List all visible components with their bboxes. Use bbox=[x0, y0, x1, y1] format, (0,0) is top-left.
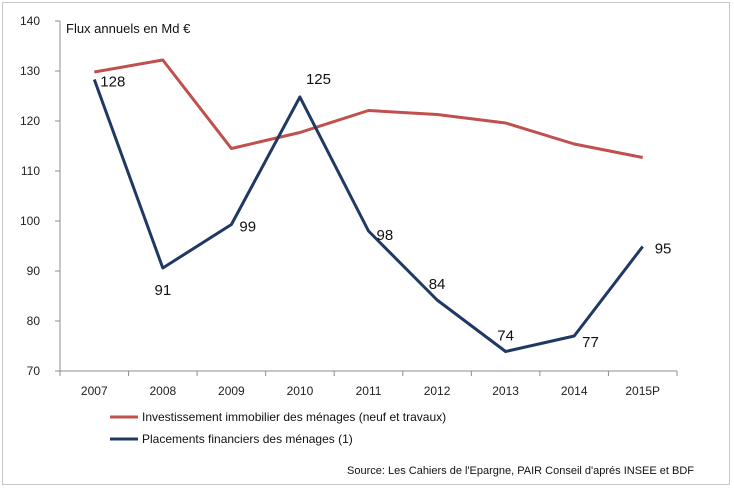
y-tick-label: 110 bbox=[21, 164, 40, 178]
y-tick-label: 130 bbox=[20, 64, 40, 78]
series-line-2 bbox=[92, 78, 644, 353]
chart-title: Flux annuels en Md € bbox=[66, 21, 191, 36]
data-label: 128 bbox=[100, 74, 125, 91]
data-label: 95 bbox=[655, 241, 672, 258]
data-label: 84 bbox=[429, 276, 446, 293]
x-tick-label: 2007 bbox=[81, 384, 108, 398]
series-layer bbox=[92, 58, 644, 353]
y-tick-label: 70 bbox=[27, 364, 41, 378]
legend: Investissement immobilier des ménages (n… bbox=[110, 410, 446, 446]
source-note: Source: Les Cahiers de l'Epargne, PAIR C… bbox=[347, 465, 694, 477]
data-label: 98 bbox=[377, 227, 394, 244]
axes: 70 80 90 100 110 120 130 140 2007 2008 2009 2010 201… bbox=[20, 14, 678, 398]
data-label: 125 bbox=[306, 71, 331, 88]
legend-label-2: Placements financiers des ménages (1) bbox=[142, 432, 353, 446]
chart-frame bbox=[2, 2, 730, 485]
x-tick-label: 2012 bbox=[424, 384, 451, 398]
y-tick-label: 80 bbox=[27, 314, 41, 328]
x-tick-label: 2013 bbox=[492, 384, 519, 398]
data-label: 74 bbox=[497, 328, 514, 345]
x-tick-label: 2010 bbox=[287, 384, 314, 398]
data-labels: 128 91 99 125 98 84 74 77 95 bbox=[100, 71, 671, 351]
x-tick-label: 2011 bbox=[356, 384, 382, 398]
legend-label-1: Investissement immobilier des ménages (n… bbox=[142, 410, 446, 424]
data-label: 91 bbox=[154, 282, 171, 299]
data-label: 99 bbox=[239, 219, 256, 236]
x-tick-label: 2015P bbox=[625, 384, 660, 398]
x-tick-label: 2008 bbox=[149, 384, 176, 398]
x-tick-label: 2014 bbox=[561, 384, 588, 398]
y-tick-label: 140 bbox=[20, 14, 40, 28]
data-label: 77 bbox=[582, 334, 599, 351]
y-tick-label: 90 bbox=[27, 264, 41, 278]
series-line-1 bbox=[94, 58, 643, 159]
x-tick-label: 2009 bbox=[218, 384, 245, 398]
y-tick-label: 100 bbox=[20, 214, 40, 228]
y-tick-label: 120 bbox=[20, 114, 40, 128]
